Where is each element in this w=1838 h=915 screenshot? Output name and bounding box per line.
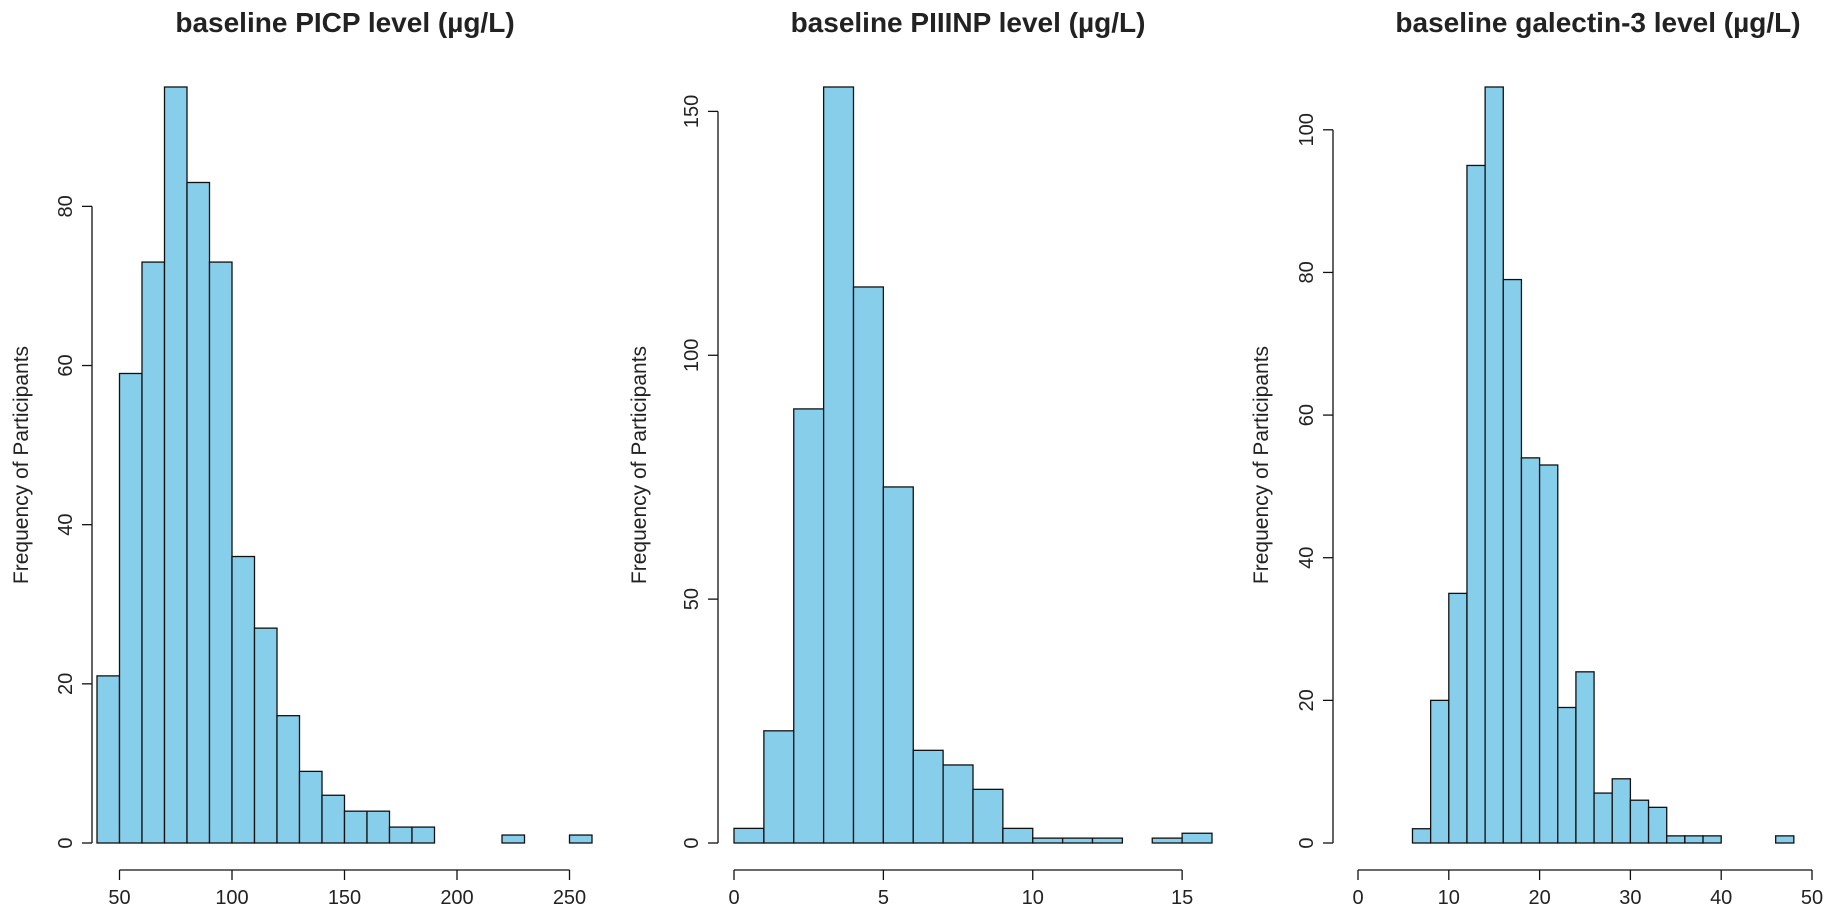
histogram-bar [1448,592,1468,844]
chart-title: baseline PIIINP level (µg/L) [791,7,1146,38]
histogram-bar [1502,278,1523,844]
y-tick-label: 80 [55,195,77,217]
histogram-bar [1775,835,1795,844]
histogram-bar [231,555,256,844]
x-tick-label: 20 [1528,887,1550,909]
y-axis-label: Frequency of Participants [1250,346,1273,584]
histogram-bar [163,86,188,844]
histogram-bar [1484,86,1504,844]
histogram-bar [1629,799,1650,844]
histogram-bar [1647,806,1668,844]
x-tick-label: 0 [728,887,739,909]
y-tick-label: 50 [681,588,703,610]
histogram-bar [366,810,391,844]
chart-title: baseline galectin-3 level (µg/L) [1395,7,1800,38]
y-tick-label: 0 [1296,837,1318,848]
histogram-bar [852,286,885,844]
x-tick-label: 10 [1438,887,1460,909]
histogram-bar [321,794,346,844]
x-tick-label: 150 [328,887,361,909]
x-tick-label: 0 [1352,887,1363,909]
histogram-bar [1557,706,1577,844]
y-tick-label: 150 [681,95,703,128]
x-tick-label: 10 [1022,887,1044,909]
y-tick-label: 100 [1296,113,1318,146]
y-tick-label: 100 [681,339,703,372]
histogram-bar [1032,837,1064,844]
histogram-bar [1411,828,1432,844]
y-tick-label: 0 [55,837,77,848]
histogram-bar [822,86,855,844]
y-tick-label: 20 [55,673,77,695]
y-axis-label: Frequency of Participants [628,346,651,584]
histogram-bar [1091,837,1124,844]
histogram-bar [276,715,301,844]
histogram-bar [793,408,825,844]
histogram-bar [1002,827,1034,844]
histogram-bar [733,827,765,844]
histogram-bar [882,486,914,844]
y-tick-label: 40 [1296,547,1318,569]
histogram-bar [208,261,233,844]
x-tick-label: 40 [1710,887,1732,909]
histogram-bar [568,834,593,844]
y-tick-label: 20 [1296,689,1318,711]
x-tick-label: 50 [108,887,130,909]
histogram-bar [1575,671,1595,844]
histogram-bar [1702,835,1722,844]
histogram-bar [1611,778,1632,844]
histogram-bar [186,181,211,844]
histogram-bar [1151,837,1183,844]
x-tick-label: 250 [553,887,586,909]
y-tick-label: 60 [55,354,77,376]
histogram-bar [1429,699,1450,844]
chart-title: baseline PICP level (µg/L) [175,7,514,38]
histogram-bar [96,675,121,844]
histogram-panel-1: baseline PICP level (µg/L) Frequency of P… [10,7,593,909]
histogram-bar [1666,835,1686,844]
histogram-bar [411,826,436,844]
histogram-bar [942,764,974,844]
y-axis-label: Frequency of Participants [10,346,33,584]
histogram-bar [141,261,166,844]
y-tick-label: 60 [1296,404,1318,426]
histogram-bar [972,788,1004,844]
histogram-bar [298,770,323,844]
histogram-bar [501,834,526,844]
histogram-panel-3: baseline galectin-3 level (µg/L) Frequenc… [1250,7,1823,909]
histogram-bar [1538,464,1559,844]
histogram-bar [1181,832,1213,844]
histogram-bar [763,730,795,844]
histogram-bar [253,627,278,844]
histogram-bar [912,749,944,844]
x-tick-label: 50 [1801,887,1823,909]
histogram-bar [1593,792,1613,844]
histogram-bar [1061,837,1094,844]
x-tick-label: 5 [878,887,889,909]
y-tick-label: 40 [55,514,77,536]
y-tick-label: 0 [681,837,703,848]
x-tick-label: 200 [440,887,473,909]
histogram-bar [1520,457,1541,844]
x-tick-label: 15 [1171,887,1193,909]
histogram-bar [118,372,143,844]
x-tick-label: 30 [1619,887,1641,909]
histogram-bar [388,826,413,844]
y-tick-label: 80 [1296,261,1318,283]
histogram-bar [343,810,368,844]
histogram-bar [1684,835,1704,844]
histogram-panel-2: baseline PIIINP level (µg/L) Frequency of… [628,7,1213,909]
histogram-bar [1466,164,1486,844]
x-tick-label: 100 [215,887,248,909]
